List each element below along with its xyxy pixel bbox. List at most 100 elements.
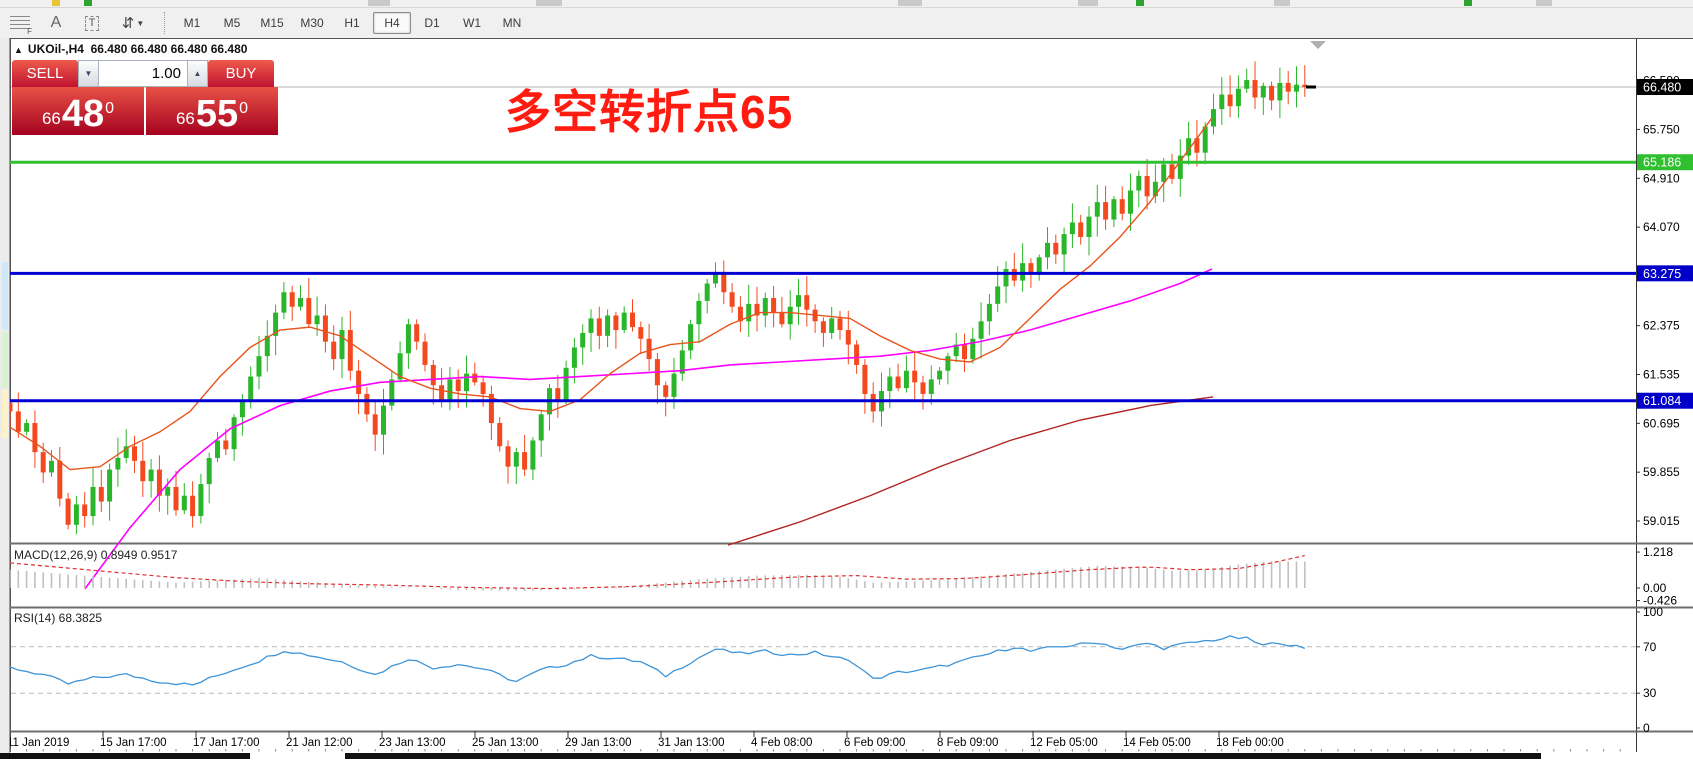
text-box-icon[interactable]: T (76, 10, 108, 36)
trade-prices-row: 66 48 0 66 55 0 (12, 87, 278, 135)
timeframe-button-d1[interactable]: D1 (424, 16, 440, 30)
time-tick-label: 11 Jan 2019 (7, 737, 69, 749)
text-label-icon[interactable]: A (50, 14, 62, 31)
symbol-label: UKOil-,H4 (27, 42, 84, 56)
toolbar-fragment (84, 0, 92, 6)
chevron-down-icon: ▼ (136, 18, 145, 28)
chart-canvas[interactable]: 66.59065.75064.91064.07062.37561.53560.6… (0, 38, 1693, 762)
bottom-bar-right (345, 753, 1541, 759)
arrows-glyph: ⇵ (121, 15, 135, 32)
ma-fast-line (7, 117, 1213, 471)
bottom-bar-left (0, 753, 250, 759)
price-tick-label: 65.750 (1643, 122, 1680, 136)
chart-header: ▲ UKOil-,H4 66.480 66.480 66.480 66.480 (14, 42, 247, 56)
collapse-triangle-icon[interactable]: ▲ (14, 45, 23, 55)
price-tick-label: 59.855 (1643, 465, 1680, 479)
price-tick-label: 60.695 (1643, 416, 1680, 430)
macd-label: MACD(12,26,9) 0.8949 0.9517 (14, 548, 178, 562)
timeframe-buttons: M1 M5 M15 M30 H1 H4 D1 W1 MN (172, 12, 532, 34)
time-tick-label: 23 Jan 13:00 (379, 737, 446, 749)
sell-price-box[interactable]: 66 48 0 (12, 87, 144, 135)
chart-annotation-text[interactable]: 多空转折点65 (505, 86, 794, 138)
time-tick-label: 31 Jan 13:00 (658, 737, 725, 749)
rsi-tick-label: 30 (1643, 686, 1657, 700)
price-badge (1637, 392, 1693, 409)
toolbar-fragment (368, 0, 390, 6)
toolbar-fragment (1136, 0, 1144, 6)
ma-mid-line (84, 268, 1213, 590)
one-click-trading-panel: SELL ▼ ▲ BUY 66 48 0 66 55 0 (12, 60, 278, 135)
macd-tick-label: 0.00 (1643, 581, 1667, 595)
chart-window: 66.59065.75064.91064.07062.37561.53560.6… (0, 38, 1693, 762)
toolbar-separator (164, 12, 166, 34)
price-tick-label: 64.070 (1643, 220, 1680, 234)
price-tick-label: 64.910 (1643, 171, 1680, 185)
timeframe-button-h4[interactable]: H4 (373, 12, 411, 34)
time-tick-label: 12 Feb 05:00 (1030, 737, 1098, 749)
time-tick-label: 15 Jan 17:00 (100, 737, 167, 749)
time-tick-label: 6 Feb 09:00 (844, 737, 905, 749)
toolbar-fragment (1274, 0, 1290, 6)
toolbar-fragment (1078, 0, 1098, 6)
macd-rsi-separator (0, 606, 1693, 609)
timeframe-button-m1[interactable]: M1 (183, 16, 201, 30)
rsi-label: RSI(14) 68.3825 (14, 611, 103, 625)
price-badge-label: 61.084 (1643, 394, 1681, 408)
price-tick-label: 62.375 (1643, 319, 1680, 333)
macd-histogram (9, 561, 1306, 591)
price-tick-label: 59.015 (1643, 514, 1680, 528)
upper-toolbar-sliver (0, 0, 1693, 8)
buy-button[interactable]: BUY (208, 60, 274, 87)
gutter-band (2, 332, 8, 388)
toolbar-fragment (1464, 0, 1472, 6)
toolbar: A T ⇵▼ M1 M5 M15 M30 H1 H4 D1 W1 MN (0, 8, 1693, 39)
price-badge-label: 66.480 (1643, 81, 1681, 95)
volume-input[interactable] (99, 60, 187, 87)
timeframe-button-m5[interactable]: M5 (223, 16, 241, 30)
cursor-tools-icon[interactable]: ⇵ ▼ (112, 10, 154, 36)
toolbar-fragment (1536, 0, 1552, 6)
price-badge-label: 63.275 (1643, 267, 1681, 281)
buy-price-box[interactable]: 66 55 0 (146, 87, 278, 135)
macd-tick-label: -0.426 (1643, 594, 1677, 608)
time-tick-label: 17 Jan 17:00 (193, 737, 260, 749)
volume-increase-button[interactable]: ▲ (187, 60, 208, 87)
time-tick-label: 29 Jan 13:00 (565, 737, 632, 749)
time-tick-label: 14 Feb 05:00 (1123, 737, 1191, 749)
sell-price-sup: 0 (105, 100, 115, 117)
timeframe-button-h1[interactable]: H1 (344, 16, 360, 30)
toolbar-fragment (898, 0, 922, 6)
ma-slow-line (727, 396, 1214, 546)
main-macd-separator (0, 542, 1693, 545)
price-badge (1637, 154, 1693, 171)
timeframe-button-mn[interactable]: MN (502, 16, 522, 30)
timeframe-button-m15[interactable]: M15 (260, 16, 284, 30)
macd-tick-label: 1.218 (1643, 545, 1673, 559)
price-badge (1637, 265, 1693, 282)
toolbar-fragment (52, 0, 60, 6)
time-tick-label: 21 Jan 12:00 (286, 737, 353, 749)
time-tick-label: 25 Jan 13:00 (472, 737, 539, 749)
t-glyph: T (84, 15, 100, 31)
indicator-grid-icon[interactable] (4, 10, 36, 36)
gutter-band (2, 390, 8, 438)
buy-price-prefix: 66 (175, 109, 195, 128)
candlesticks[interactable] (7, 61, 1308, 535)
sell-button[interactable]: SELL (12, 60, 78, 87)
time-tick-label: 8 Feb 09:00 (937, 737, 998, 749)
gutter-band (2, 262, 8, 330)
sell-price-prefix: 66 (41, 109, 61, 128)
timeframe-button-w1[interactable]: W1 (463, 16, 481, 30)
rsi-line (9, 635, 1306, 686)
price-badge-label: 65.186 (1643, 156, 1681, 170)
toolbar-fragment (536, 0, 562, 6)
buy-price-main: 55 (195, 93, 239, 135)
time-tick-label: 4 Feb 08:00 (751, 737, 812, 749)
timeframe-button-m30[interactable]: M30 (300, 16, 324, 30)
left-gutter (0, 38, 10, 754)
chart-shift-marker-icon[interactable] (1310, 41, 1326, 49)
volume-decrease-button[interactable]: ▼ (78, 60, 99, 87)
macd-signal-line (9, 554, 1305, 590)
price-tick-label: 61.535 (1643, 368, 1680, 382)
